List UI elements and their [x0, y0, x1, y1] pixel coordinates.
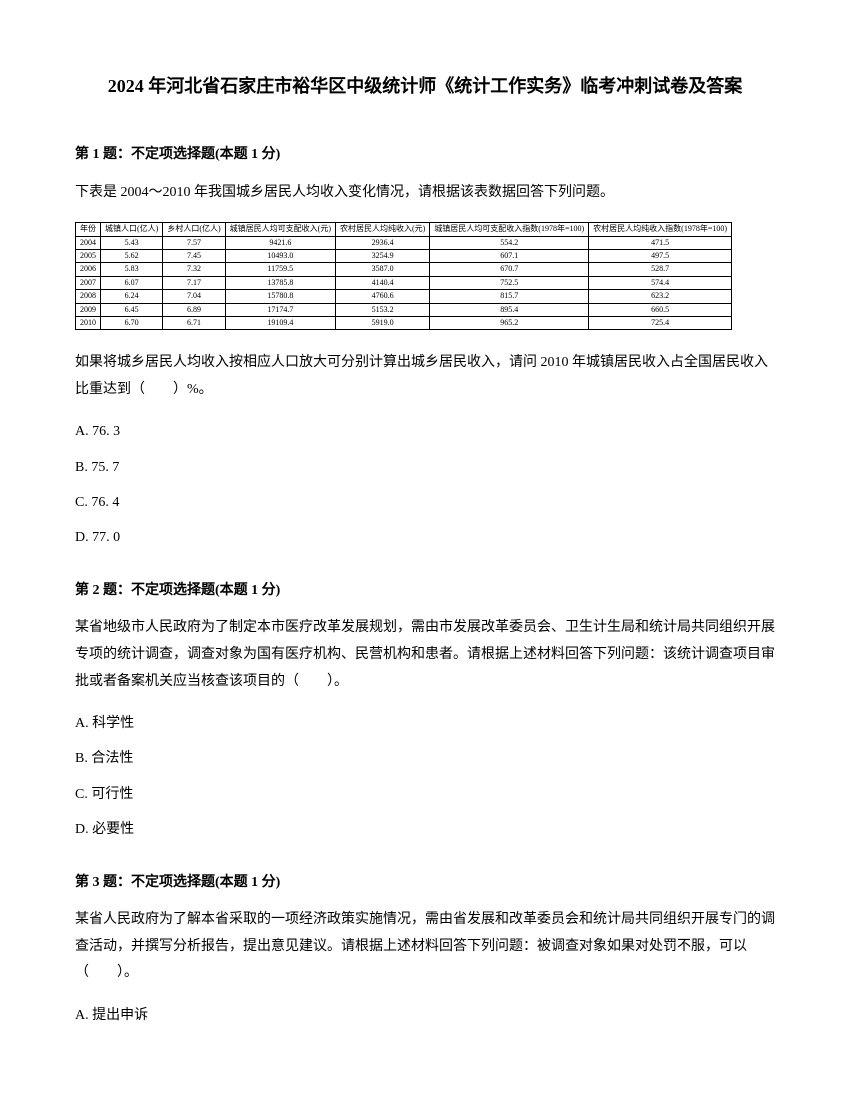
q2-option-b: B. 合法性	[75, 746, 775, 771]
table-cell: 2009	[76, 303, 101, 316]
table-cell: 11759.5	[225, 263, 335, 276]
table-row: 20076.077.1713785.84140.4752.5574.4	[76, 276, 732, 289]
th-urban-income: 城镇居民人均可支配收入(元)	[225, 223, 335, 236]
q1-intro: 下表是 2004～2010 年我国城乡居民人均收入变化情况，请根据该表数据回答下…	[75, 180, 775, 207]
th-rural-pop: 乡村人口(亿人)	[163, 223, 225, 236]
table-cell: 6.24	[101, 290, 163, 303]
table-cell: 2005	[76, 249, 101, 262]
th-urban-pop: 城镇人口(亿人)	[101, 223, 163, 236]
table-cell: 6.07	[101, 276, 163, 289]
table-cell: 895.4	[430, 303, 589, 316]
q1-option-c: C. 76. 4	[75, 490, 775, 515]
table-cell: 7.45	[163, 249, 225, 262]
table-cell: 15780.8	[225, 290, 335, 303]
table-cell: 607.1	[430, 249, 589, 262]
page-title: 2024 年河北省石家庄市裕华区中级统计师《统计工作实务》临考冲刺试卷及答案	[75, 70, 775, 102]
table-cell: 670.7	[430, 263, 589, 276]
table-row: 20045.437.579421.62936.4554.2471.5	[76, 236, 732, 249]
q3-question: 某省人民政府为了解本省采取的一项经济政策实施情况，需由省发展和改革委员会和统计局…	[75, 907, 775, 987]
table-cell: 13785.8	[225, 276, 335, 289]
table-cell: 6.89	[163, 303, 225, 316]
table-cell: 2936.4	[335, 236, 429, 249]
q1-question: 如果将城乡居民人均收入按相应人口放大可分别计算出城乡居民收入，请问 2010 年…	[75, 350, 775, 403]
q1-option-d: D. 77. 0	[75, 525, 775, 550]
table-cell: 17174.7	[225, 303, 335, 316]
table-cell: 7.57	[163, 236, 225, 249]
table-cell: 6.45	[101, 303, 163, 316]
q2-option-a: A. 科学性	[75, 711, 775, 736]
q1-data-table: 年份 城镇人口(亿人) 乡村人口(亿人) 城镇居民人均可支配收入(元) 农村居民…	[75, 222, 732, 330]
q2-question: 某省地级市人民政府为了制定本市医疗改革发展规划，需由市发展改革委员会、卫生计生局…	[75, 615, 775, 695]
table-body: 20045.437.579421.62936.4554.2471.520055.…	[76, 236, 732, 330]
table-cell: 2006	[76, 263, 101, 276]
table-cell: 3254.9	[335, 249, 429, 262]
q1-option-b: B. 75. 7	[75, 455, 775, 480]
table-cell: 660.5	[589, 303, 732, 316]
table-cell: 752.5	[430, 276, 589, 289]
q2-option-c: C. 可行性	[75, 782, 775, 807]
table-row: 20065.837.3211759.53587.0670.7528.7	[76, 263, 732, 276]
table-cell: 2007	[76, 276, 101, 289]
q3-header: 第 3 题：不定项选择题(本题 1 分)	[75, 870, 775, 895]
th-urban-index: 城镇居民人均可支配收入指数(1978年=100)	[430, 223, 589, 236]
table-cell: 2004	[76, 236, 101, 249]
q2-option-d: D. 必要性	[75, 817, 775, 842]
table-cell: 497.5	[589, 249, 732, 262]
table-cell: 4140.4	[335, 276, 429, 289]
table-cell: 574.4	[589, 276, 732, 289]
table-row: 20106.706.7119109.45919.0965.2725.4	[76, 316, 732, 329]
table-cell: 5919.0	[335, 316, 429, 329]
table-cell: 5.62	[101, 249, 163, 262]
table-cell: 19109.4	[225, 316, 335, 329]
table-cell: 725.4	[589, 316, 732, 329]
table-cell: 9421.6	[225, 236, 335, 249]
table-cell: 2008	[76, 290, 101, 303]
table-row: 20055.627.4510493.03254.9607.1497.5	[76, 249, 732, 262]
table-cell: 4760.6	[335, 290, 429, 303]
table-cell: 7.04	[163, 290, 225, 303]
q2-header: 第 2 题：不定项选择题(本题 1 分)	[75, 578, 775, 603]
table-cell: 965.2	[430, 316, 589, 329]
table-cell: 6.70	[101, 316, 163, 329]
q1-option-a: A. 76. 3	[75, 419, 775, 444]
table-cell: 7.32	[163, 263, 225, 276]
q1-header: 第 1 题：不定项选择题(本题 1 分)	[75, 142, 775, 167]
table-cell: 2010	[76, 316, 101, 329]
table-cell: 5.83	[101, 263, 163, 276]
table-cell: 5153.2	[335, 303, 429, 316]
th-year: 年份	[76, 223, 101, 236]
table-header-row: 年份 城镇人口(亿人) 乡村人口(亿人) 城镇居民人均可支配收入(元) 农村居民…	[76, 223, 732, 236]
th-rural-income: 农村居民人均纯收入(元)	[335, 223, 429, 236]
table-cell: 554.2	[430, 236, 589, 249]
table-cell: 7.17	[163, 276, 225, 289]
table-cell: 471.5	[589, 236, 732, 249]
table-row: 20086.247.0415780.84760.6815.7623.2	[76, 290, 732, 303]
table-cell: 5.43	[101, 236, 163, 249]
table-cell: 10493.0	[225, 249, 335, 262]
q3-option-a: A. 提出申诉	[75, 1003, 775, 1028]
table-cell: 623.2	[589, 290, 732, 303]
table-cell: 6.71	[163, 316, 225, 329]
table-cell: 3587.0	[335, 263, 429, 276]
th-rural-index: 农村居民人均纯收入指数(1978年=100)	[589, 223, 732, 236]
table-cell: 815.7	[430, 290, 589, 303]
table-cell: 528.7	[589, 263, 732, 276]
table-row: 20096.456.8917174.75153.2895.4660.5	[76, 303, 732, 316]
